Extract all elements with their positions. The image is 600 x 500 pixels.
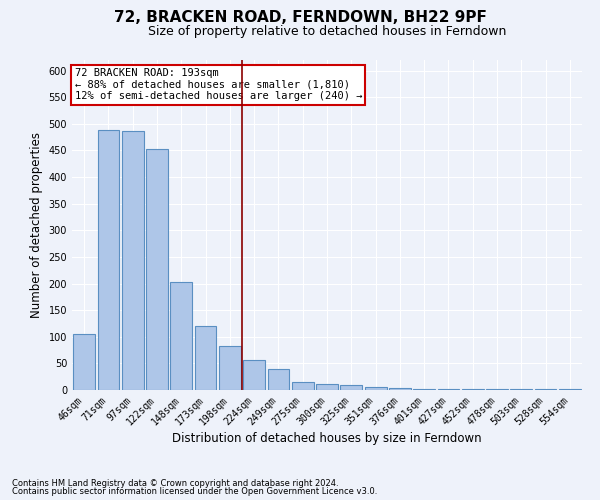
Title: Size of property relative to detached houses in Ferndown: Size of property relative to detached ho… [148,25,506,38]
Text: Contains public sector information licensed under the Open Government Licence v3: Contains public sector information licen… [12,487,377,496]
Y-axis label: Number of detached properties: Number of detached properties [30,132,43,318]
Text: 72, BRACKEN ROAD, FERNDOWN, BH22 9PF: 72, BRACKEN ROAD, FERNDOWN, BH22 9PF [113,10,487,25]
Bar [462,389,484,390]
Bar [292,382,314,390]
Bar [340,384,362,390]
Bar [413,389,435,390]
Bar [73,334,95,390]
X-axis label: Distribution of detached houses by size in Ferndown: Distribution of detached houses by size … [172,432,482,446]
Bar [170,282,192,390]
Bar [437,389,460,390]
Bar [97,130,119,390]
Bar [316,384,338,390]
Bar [243,360,265,390]
Bar [268,368,289,390]
Bar [194,326,217,390]
Bar [122,131,143,390]
Text: Contains HM Land Registry data © Crown copyright and database right 2024.: Contains HM Land Registry data © Crown c… [12,478,338,488]
Bar [219,346,241,390]
Bar [389,388,411,390]
Bar [365,388,386,390]
Bar [146,149,168,390]
Text: 72 BRACKEN ROAD: 193sqm
← 88% of detached houses are smaller (1,810)
12% of semi: 72 BRACKEN ROAD: 193sqm ← 88% of detache… [74,68,362,102]
